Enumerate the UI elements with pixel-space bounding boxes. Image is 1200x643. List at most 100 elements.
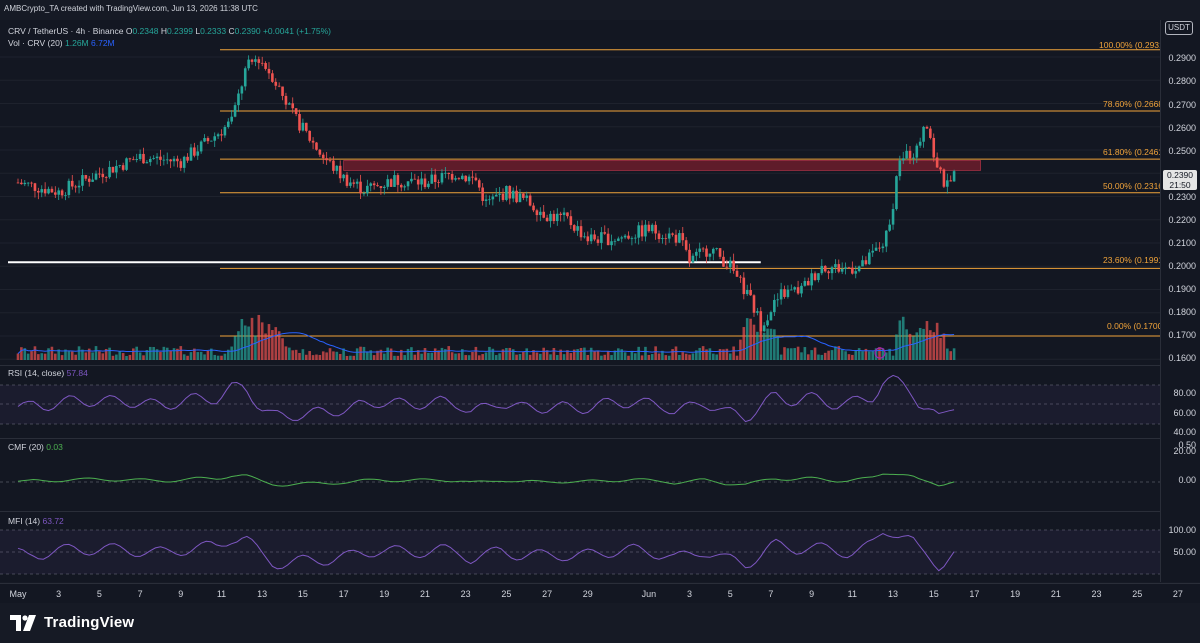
cmf-tick: 0.50 [1178,440,1196,450]
candle [583,236,586,238]
volume-bar [115,354,118,360]
time-tick: May [9,589,27,599]
pane-divider[interactable] [0,438,1200,439]
candle [671,233,674,235]
volume-bar [722,349,725,360]
resistance-zone [343,160,981,171]
candle [688,249,691,263]
rsi-legend[interactable]: RSI (14, close) 57.84 [8,368,88,378]
candle [74,186,77,188]
volume-bar [535,352,539,360]
candle [142,153,145,164]
volume-bar [644,346,647,360]
volume-bar [233,336,237,360]
candle [878,247,881,249]
symbol-name[interactable]: CRV / TetherUS · 4h · Binance [8,26,124,36]
time-tick: 25 [501,589,512,599]
volume-bar [810,350,813,360]
candle [640,225,644,237]
rsi-pane[interactable] [0,366,1160,438]
candle [674,234,678,243]
candle [60,190,64,196]
chart-canvas[interactable] [0,0,1200,603]
candle [464,175,467,182]
fib-label-0: 0.00% (0.1700) [1107,321,1166,331]
volume-bar [145,349,149,360]
volume-bar [620,349,624,360]
candle [630,238,634,240]
pane-divider[interactable] [0,511,1200,512]
volume-bar [650,354,654,360]
candle [481,187,484,201]
pane-divider[interactable] [0,365,1200,366]
time-axis[interactable]: May 3 5 7 9 11 13 15 17 19 21 23 25 27 29 Jun 3 5 7 9 11 13 15… [0,583,1200,603]
candle [545,217,549,222]
candle [20,182,23,185]
time-tick: 17 [338,589,349,599]
candle [240,86,244,94]
candle [332,160,335,171]
volume-bar [583,347,586,360]
volume-bar [162,346,166,360]
cmf-legend[interactable]: CMF (20) 0.03 [8,442,63,452]
tradingview-brand[interactable]: TradingView [10,614,134,631]
candle [952,171,956,182]
candle [355,181,359,184]
candle [830,267,834,274]
volume-bar [77,346,81,360]
volume-bar [508,347,512,360]
candle [369,183,373,186]
candle [210,140,213,142]
candle [135,159,139,160]
candle [406,181,410,187]
currency-selector[interactable]: USDT [1165,21,1193,35]
volume-bar [698,347,702,360]
candle [257,59,261,63]
rsi-band-fill [0,385,1160,424]
candle [457,178,461,180]
volume-label[interactable]: Vol · CRV (20) [8,38,63,48]
candle [423,178,427,188]
volume-bar [593,351,596,360]
mfi-pane[interactable] [0,512,1160,582]
volume-bar [410,347,413,360]
volume-bar [101,353,105,360]
time-tick: 27 [1172,589,1183,599]
candle [790,289,793,291]
volume-bar [800,352,803,360]
candle [654,224,657,234]
candle [379,186,383,189]
price-tick: 0.2000 [1168,261,1196,271]
volume-bar [50,346,54,360]
volume-bar [817,354,820,360]
volume-bar [783,347,786,360]
volume-bar [98,351,101,360]
candle [193,147,196,156]
candle [233,105,237,117]
candle [800,285,803,294]
rsi-tick: 80.00 [1173,388,1196,398]
volume-bar [589,347,593,360]
time-tick: 3 [56,589,62,599]
volume-bar [304,354,308,360]
candle [176,158,179,162]
candle [91,179,94,182]
candle [366,185,369,194]
volume-bar [793,348,796,360]
volume-bar [494,355,498,360]
candle [430,174,434,184]
candle [810,273,813,286]
candle [552,213,556,222]
price-axis[interactable]: 0.2900 0.2800 0.2700 0.2600 0.2500 0.230… [1160,20,1200,582]
fib-label-100: 100.00% (0.2931) [1099,40,1167,50]
volume-bar [701,346,705,360]
cmf-pane[interactable] [0,439,1160,511]
fib-label-50: 50.00% (0.2316) [1103,181,1166,191]
mfi-legend[interactable]: MFI (14) 63.72 [8,516,64,526]
candle [169,159,172,162]
candle [281,86,284,96]
candle [586,236,590,242]
volume-bar [935,322,939,360]
volume-bar [545,350,549,360]
candle [410,178,413,182]
